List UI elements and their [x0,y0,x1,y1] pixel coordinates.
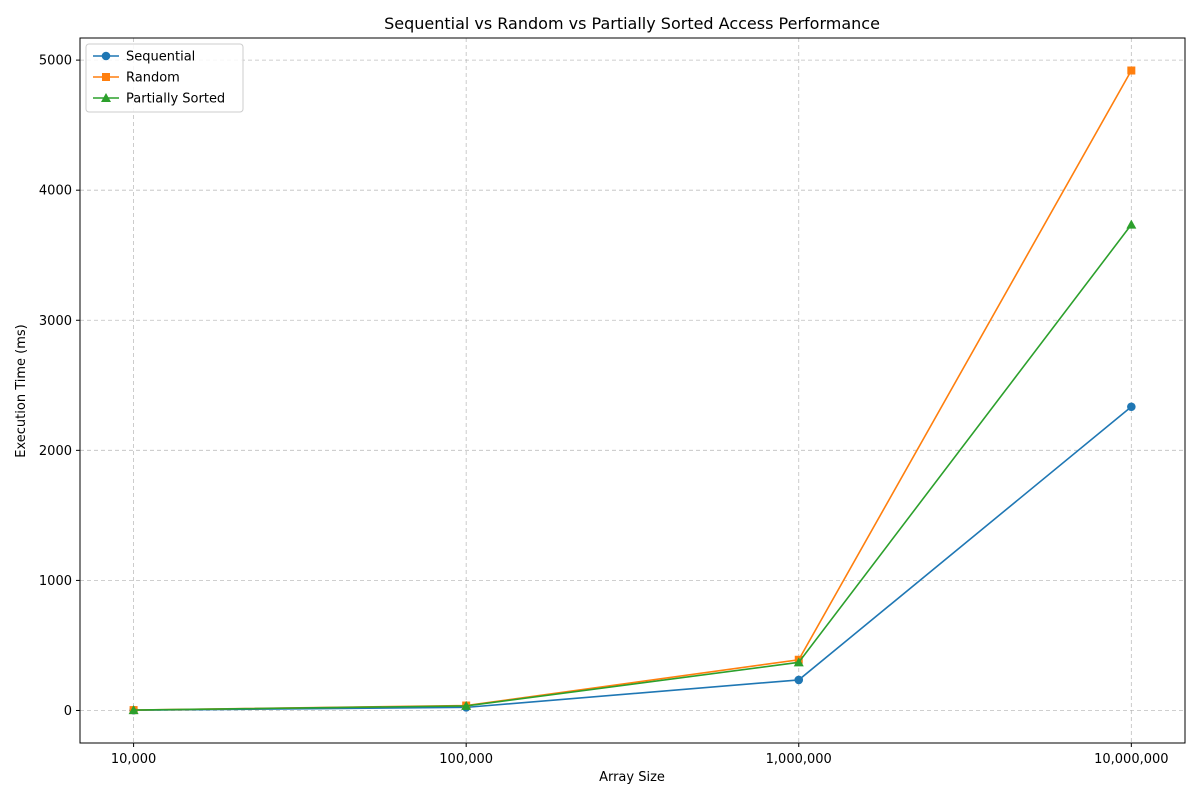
legend-box [85,43,244,113]
series-line-sequential [133,406,1132,712]
data-point-sequential [1127,402,1136,412]
legend-marker-sequential [101,51,111,61]
x-tick-label: 100,000 [439,752,493,767]
data-point-partially-sorted [461,700,472,710]
legend: Sequential Random Partially Sorted [85,43,244,113]
x-tick-label: 10,000 [111,752,157,767]
y-tick-label: 4000 [39,184,72,199]
y-axis-label: Execution Time (ms) [14,324,29,457]
y-tick-label: 0 [64,704,72,719]
x-tick-label: 1,000,000 [766,752,832,767]
series-random [129,66,1136,715]
chart-title: Sequential vs Random vs Partially Sorted… [384,14,880,33]
y-tick-label: 2000 [39,444,72,459]
legend-label-partially-sorted: Partially Sorted [126,92,225,107]
data-point-partially-sorted [128,705,139,715]
y-axis: 0 1000 2000 3000 4000 5000 [39,54,80,719]
x-axis: 10,000 100,000 1,000,000 10,000,000 [111,743,1169,767]
series-partially-sorted [128,219,1137,715]
series-line-partially-sorted [133,224,1132,711]
series-line-random [133,70,1133,711]
legend-marker-partially-sorted [101,93,111,102]
plot-frame [79,37,1186,744]
data-point-sequential [794,675,804,685]
x-tick-label: 10,000,000 [1094,752,1168,767]
grid [80,38,1185,743]
legend-label-random: Random [126,71,180,86]
y-tick-label: 5000 [39,54,72,69]
data-point-partially-sorted [1126,219,1137,229]
data-point-partially-sorted [793,657,804,667]
series-group [128,66,1137,715]
data-point-random [1127,66,1136,75]
y-tick-label: 1000 [39,574,72,589]
legend-label-sequential: Sequential [126,50,195,65]
series-sequential [129,402,1136,715]
y-tick-label: 3000 [39,314,72,329]
legend-marker-random [102,73,110,81]
x-axis-label: Array Size [599,770,665,785]
